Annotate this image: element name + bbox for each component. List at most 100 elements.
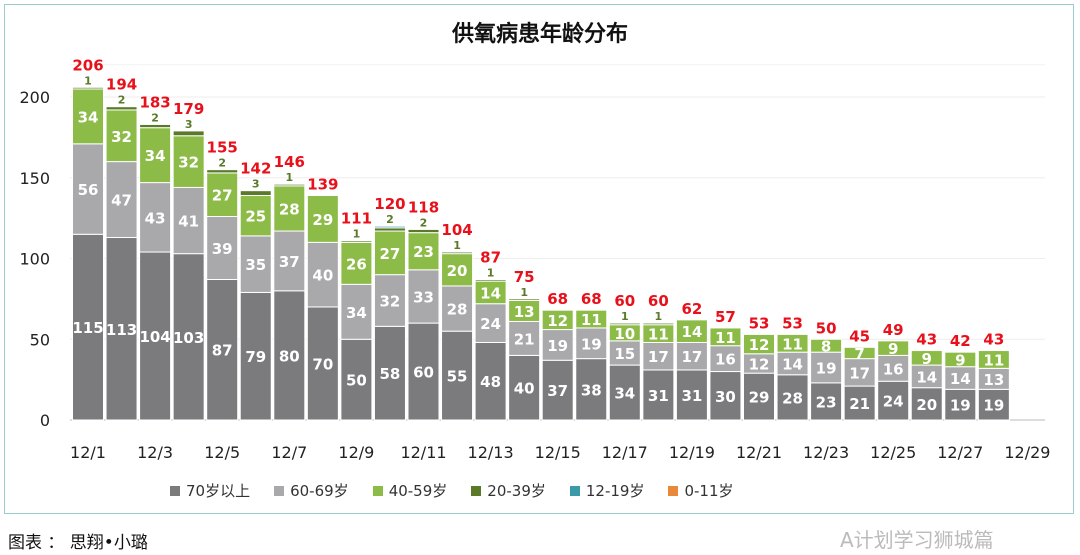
data-label: 3 [252, 178, 260, 191]
total-label: 111 [341, 210, 372, 228]
total-label: 139 [307, 176, 338, 194]
footer-caption: 图表 ： 思翔•小璐 [8, 533, 148, 553]
data-label: 32 [111, 128, 132, 146]
data-label: 9 [922, 350, 932, 368]
data-label: 27 [212, 187, 233, 205]
data-label: 35 [245, 256, 266, 274]
data-label: 37 [279, 253, 300, 271]
bar-segment [340, 240, 373, 243]
data-label: 32 [380, 292, 401, 310]
data-label: 17 [681, 348, 702, 366]
y-tick-label: 150 [19, 169, 50, 188]
data-label: 19 [547, 337, 568, 355]
bar-segment [977, 350, 1010, 369]
data-label: 39 [212, 240, 233, 258]
bar-segment [172, 186, 205, 255]
legend-label: 20-39岁 [487, 482, 546, 500]
bar-segment [508, 320, 541, 356]
bar-segment [273, 185, 306, 232]
chart-frame [4, 4, 1074, 514]
x-tick-label: 12/9 [338, 443, 374, 462]
bar-segment [810, 351, 843, 384]
bar-segment [373, 230, 406, 276]
x-tick-label: 12/29 [1004, 443, 1050, 462]
total-label: 43 [983, 331, 1004, 349]
bar-segment [776, 333, 809, 353]
bar-segment [877, 340, 910, 356]
x-tick-label: 12/17 [602, 443, 648, 462]
legend-swatch [569, 485, 580, 496]
bar-segment [206, 169, 239, 174]
data-label: 25 [245, 208, 266, 226]
bar-segment [139, 182, 172, 253]
data-label: 3 [185, 118, 193, 131]
data-label: 20 [447, 262, 468, 280]
legend-swatch [372, 485, 383, 496]
data-label: 79 [245, 348, 266, 366]
data-label: 70 [312, 355, 333, 373]
bar-segment [441, 251, 474, 255]
data-label: 80 [279, 347, 300, 365]
bar-segment [642, 341, 675, 371]
bar-segment [340, 241, 373, 285]
bar-segment [575, 327, 608, 360]
bar-segment [206, 172, 239, 218]
data-label: 24 [480, 315, 501, 333]
data-label: 14 [782, 355, 803, 373]
x-tick-label: 12/1 [70, 443, 106, 462]
x-tick-label: 12/11 [400, 443, 446, 462]
data-label: 34 [346, 304, 367, 322]
bar-segment [407, 322, 440, 421]
data-label: 31 [648, 387, 669, 405]
total-label: 53 [782, 314, 803, 332]
total-label: 42 [950, 332, 971, 350]
bar-segment [541, 329, 574, 361]
bar-segment [273, 290, 306, 421]
data-label: 19 [950, 397, 971, 415]
y-tick-label: 50 [30, 330, 50, 349]
bar-segment [105, 109, 138, 163]
data-label: 1 [84, 74, 92, 87]
total-label: 146 [274, 153, 305, 171]
data-label: 2 [151, 111, 159, 124]
data-label: 16 [715, 351, 736, 369]
bar-segment [474, 341, 507, 421]
data-label: 1 [520, 286, 528, 299]
x-tick-label: 12/23 [803, 443, 849, 462]
bar-segment [72, 88, 104, 145]
bar-segment [206, 278, 239, 421]
data-label: 11 [983, 351, 1004, 369]
bar-segment [675, 319, 708, 343]
data-label: 43 [145, 209, 166, 227]
bar-segment [810, 382, 843, 421]
total-label: 75 [514, 268, 535, 286]
data-label: 1 [655, 310, 663, 323]
data-label: 9 [888, 340, 898, 358]
data-label: 7 [854, 345, 864, 363]
total-label: 43 [916, 331, 937, 349]
total-label: 50 [816, 319, 837, 337]
y-tick-label: 0 [40, 411, 50, 430]
chart-title: 供氧病患年龄分布 [451, 22, 628, 47]
data-label: 11 [715, 329, 736, 347]
bar-segment [139, 251, 172, 421]
data-label: 47 [111, 192, 132, 210]
data-label: 1 [285, 171, 293, 184]
bar-segment [810, 338, 843, 353]
data-label: 23 [413, 243, 434, 261]
x-tick-label: 12/3 [137, 443, 173, 462]
data-label: 14 [681, 323, 702, 341]
total-label: 118 [408, 198, 439, 216]
total-label: 45 [849, 327, 870, 345]
data-label: 56 [78, 181, 99, 199]
x-tick-label: 12/5 [204, 443, 240, 462]
data-label: 19 [983, 397, 1004, 415]
total-label: 68 [581, 290, 602, 308]
data-label: 34 [78, 108, 99, 126]
bar-segment [306, 241, 339, 308]
data-label: 48 [480, 373, 501, 391]
bar-segment [441, 330, 474, 421]
total-label: 60 [648, 292, 669, 310]
data-label: 17 [648, 348, 669, 366]
data-label: 19 [816, 360, 837, 378]
